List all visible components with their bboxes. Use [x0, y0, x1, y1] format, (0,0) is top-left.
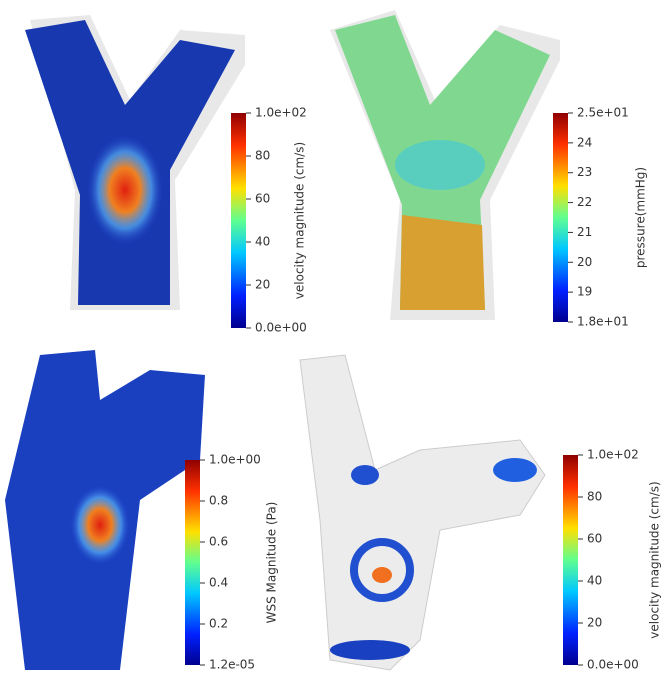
- colorbar-label: velocity magnitude (cm/s): [648, 481, 662, 638]
- panel-velocity: [25, 15, 245, 310]
- figure: 0.0e+00 20 40 60 80 1.0e+02 velocity magnitude…: [0, 0, 668, 681]
- colorbar-tick-label: 40: [255, 235, 270, 249]
- colorbar-tick-label: 1.0e+02: [255, 106, 307, 120]
- colorbar-tick-label: 0.0e+00: [587, 658, 639, 672]
- colorbar-tick-label: 80: [587, 490, 602, 504]
- panel-vortex: [300, 355, 545, 670]
- colorbar-tick-label: 0.2: [209, 617, 228, 631]
- colorbar-tick-label: 23: [577, 165, 592, 179]
- colorbar-label: pressure(mmHg): [634, 167, 648, 268]
- colorbar-label: WSS Magnitude (Pa): [265, 502, 279, 624]
- colorbar-tick-label: 22: [577, 195, 592, 209]
- colorbar-tick-label: 21: [577, 225, 592, 239]
- colorbar-tick-label: 19: [577, 285, 592, 299]
- colorbar-tick-label: 20: [255, 278, 270, 292]
- colorbar-tick-label: 1.8e+01: [577, 315, 629, 329]
- colorbar-tick-label: 0.4: [209, 576, 228, 590]
- colorbar: [553, 113, 568, 322]
- colorbar-tick-label: 40: [587, 574, 602, 588]
- colorbar: [563, 455, 578, 665]
- colorbar-tick-label: 0.6: [209, 535, 228, 549]
- colorbar: [185, 460, 200, 665]
- colorbar-tick-label: 0.0e+00: [255, 321, 307, 335]
- colorbar-tick-label: 24: [577, 135, 592, 149]
- colorbar-tick-label: 1.0e+00: [209, 453, 261, 467]
- colorbar-tick-label: 1.0e+02: [587, 448, 639, 462]
- colorbar-tick-label: 60: [255, 192, 270, 206]
- colorbar-label: velocity magnitude (cm/s): [293, 142, 307, 299]
- panel-pressure: [330, 10, 560, 320]
- colorbar-tick-label: 2.5e+01: [577, 106, 629, 120]
- colorbar-tick-label: 80: [255, 149, 270, 163]
- colorbar: [231, 113, 246, 328]
- colorbar-tick-label: 60: [587, 532, 602, 546]
- colorbar-tick-label: 0.8: [209, 494, 228, 508]
- panel-wss: [5, 350, 205, 670]
- colorbar-tick-label: 20: [587, 616, 602, 630]
- colorbar-tick-label: 1.2e-05: [209, 658, 255, 672]
- colorbar-tick-label: 20: [577, 255, 592, 269]
